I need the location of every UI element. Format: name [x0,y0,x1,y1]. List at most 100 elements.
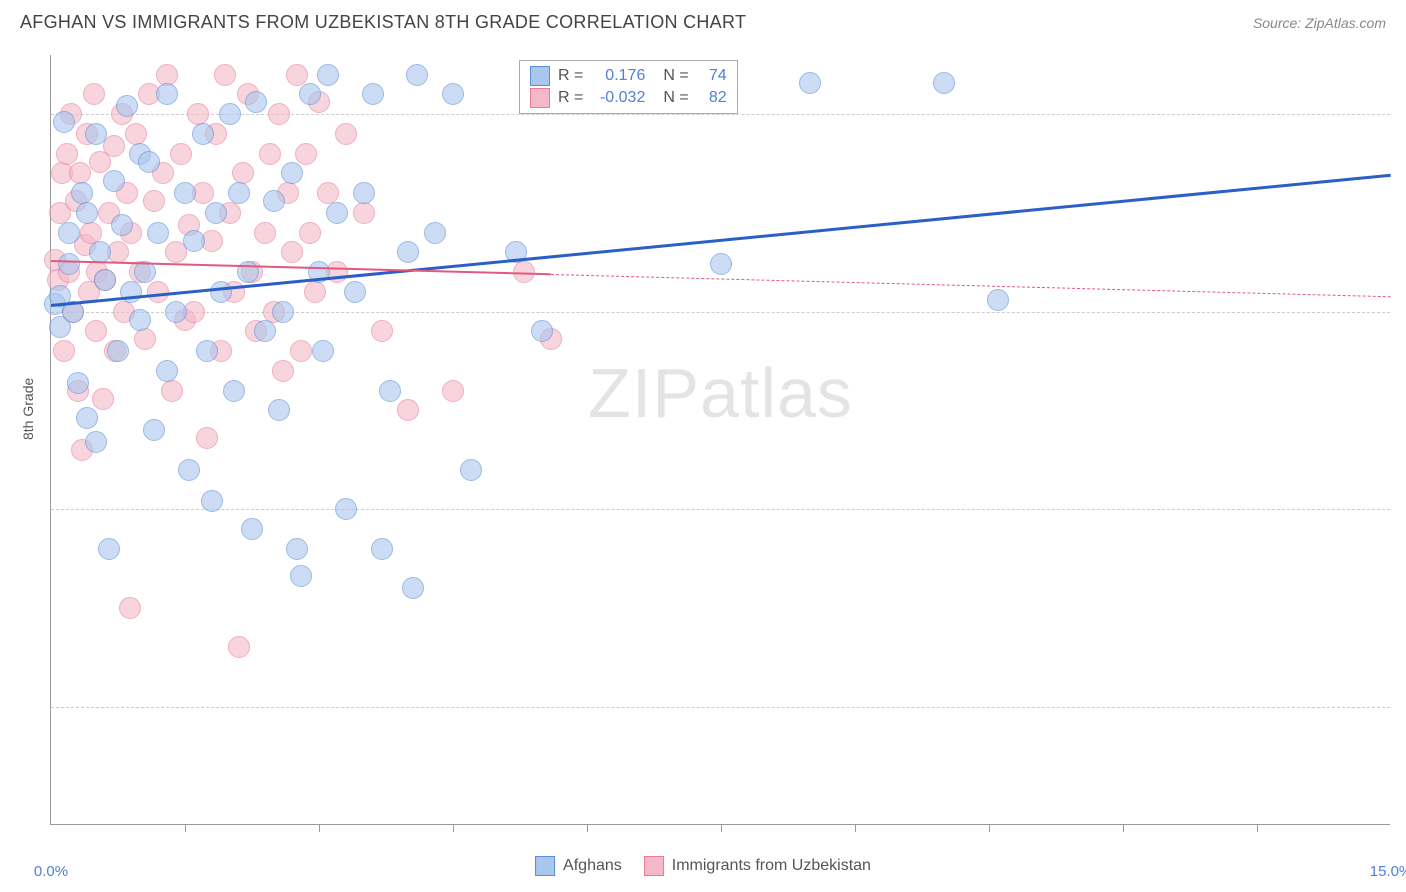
x-tick [721,824,722,832]
scatter-point [85,320,107,342]
legend-swatch [644,856,664,876]
x-tick [855,824,856,832]
scatter-point [205,202,227,224]
scatter-point [134,328,156,350]
scatter-point [187,103,209,125]
scatter-point [156,64,178,86]
scatter-point [397,399,419,421]
scatter-point [143,419,165,441]
scatter-point [402,577,424,599]
scatter-point [196,340,218,362]
legend-r-value: -0.032 [591,89,645,107]
scatter-point [362,83,384,105]
trend-line [551,274,1391,297]
scatter-point [317,64,339,86]
scatter-point [268,103,290,125]
gridline [51,509,1390,510]
scatter-point [147,222,169,244]
scatter-point [76,407,98,429]
scatter-point [53,340,75,362]
scatter-point [201,490,223,512]
scatter-point [531,320,553,342]
scatter-point [379,380,401,402]
scatter-point [58,222,80,244]
scatter-point [286,538,308,560]
scatter-point [223,380,245,402]
scatter-point [263,190,285,212]
watermark: ZIPatlas [588,353,853,433]
scatter-point [259,143,281,165]
scatter-point [71,182,93,204]
scatter-point [281,241,303,263]
legend-stats-box: R =0.176N =74R =-0.032N =82 [519,60,738,114]
legend-stats-row: R =-0.032N =82 [530,87,727,109]
scatter-point [129,309,151,331]
x-tick [1123,824,1124,832]
scatter-point [353,182,375,204]
x-tick-label: 15.0% [1370,863,1406,880]
scatter-point [406,64,428,86]
scatter-point [156,360,178,382]
scatter-point [183,230,205,252]
scatter-point [80,222,102,244]
scatter-point [317,182,339,204]
scatter-point [111,214,133,236]
legend-swatch [530,66,550,86]
legend-r-label: R = [558,67,583,85]
x-tick-label: 0.0% [34,863,68,880]
legend-swatch [530,88,550,108]
scatter-point [67,372,89,394]
scatter-point [460,459,482,481]
x-tick [587,824,588,832]
scatter-point [371,538,393,560]
scatter-point [174,182,196,204]
scatter-point [290,565,312,587]
legend-n-label: N = [663,67,688,85]
scatter-point [125,123,147,145]
scatter-point [268,399,290,421]
legend-n-value: 74 [697,67,727,85]
scatter-point [228,182,250,204]
scatter-point [344,281,366,303]
scatter-point [156,83,178,105]
chart-plot-area: ZIPatlas R =0.176N =74R =-0.032N =82 85.… [50,55,1390,825]
legend-r-value: 0.176 [591,67,645,85]
scatter-point [397,241,419,263]
x-tick [319,824,320,832]
scatter-point [335,498,357,520]
scatter-point [228,636,250,658]
source-label: Source: ZipAtlas.com [1253,15,1386,31]
scatter-point [192,123,214,145]
scatter-point [272,301,294,323]
x-tick [453,824,454,832]
legend-item-label: Afghans [563,857,622,875]
scatter-point [254,320,276,342]
scatter-point [335,123,357,145]
gridline [51,312,1390,313]
scatter-point [272,360,294,382]
scatter-point [116,95,138,117]
scatter-point [143,190,165,212]
scatter-point [76,202,98,224]
scatter-point [85,123,107,145]
scatter-point [69,162,91,184]
scatter-point [299,222,321,244]
legend-r-label: R = [558,89,583,107]
scatter-point [85,431,107,453]
scatter-point [196,427,218,449]
legend-swatch [535,856,555,876]
x-tick [1257,824,1258,832]
scatter-point [94,269,116,291]
x-tick [989,824,990,832]
scatter-point [245,91,267,113]
scatter-point [178,459,200,481]
scatter-point [103,170,125,192]
scatter-point [83,83,105,105]
scatter-point [353,202,375,224]
scatter-point [281,162,303,184]
scatter-point [312,340,334,362]
scatter-point [98,538,120,560]
scatter-point [290,340,312,362]
scatter-point [119,597,141,619]
scatter-point [56,143,78,165]
